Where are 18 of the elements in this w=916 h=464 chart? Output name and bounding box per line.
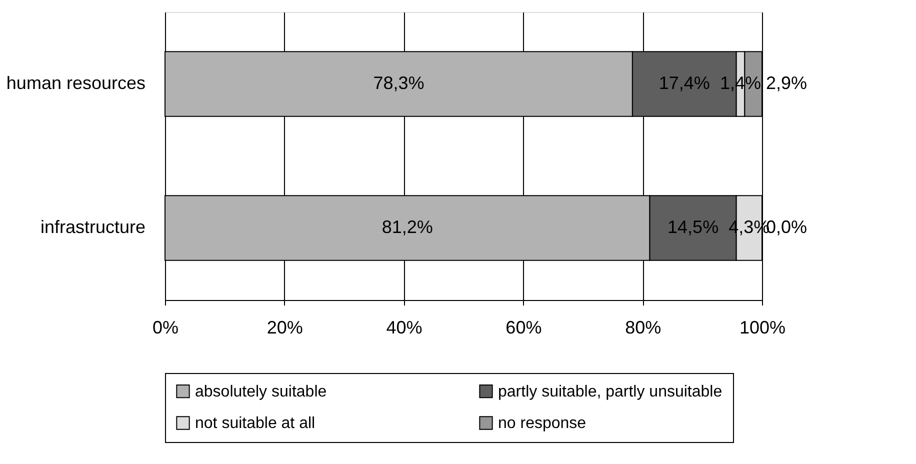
x-tick-label: 20% xyxy=(266,318,303,338)
x-tick-label: 40% xyxy=(386,318,422,338)
x-tick-label: 80% xyxy=(625,318,662,338)
x-tick-label: 100% xyxy=(739,318,786,338)
data-label: 0,0% xyxy=(766,217,808,237)
data-label: 81,2% xyxy=(382,217,433,237)
data-label: 17,4% xyxy=(658,73,710,93)
legend-label: partly suitable, partly unsuitable xyxy=(498,383,722,400)
legend-label: absolutely suitable xyxy=(195,383,327,400)
y-tick-label: infrastructure xyxy=(40,217,146,237)
data-label: 14,5% xyxy=(668,217,719,237)
y-tick-label: human resources xyxy=(6,73,146,93)
x-tick-label: 60% xyxy=(506,318,542,338)
legend-label: no response xyxy=(498,415,586,432)
data-label: 2,9% xyxy=(766,73,808,93)
x-tick-label: 0% xyxy=(152,318,179,338)
legend-label: not suitable at all xyxy=(195,415,316,432)
data-label: 78,3% xyxy=(373,73,424,93)
